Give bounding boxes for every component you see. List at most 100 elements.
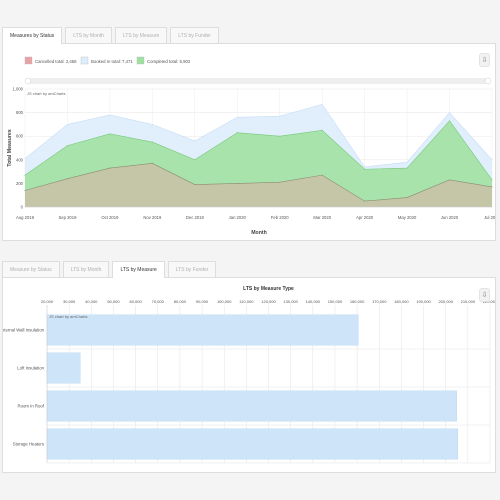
x-tick-label: 200,000 [438, 299, 453, 304]
data-point [321, 174, 323, 176]
data-point [364, 168, 366, 170]
bar [46, 352, 81, 384]
y-tick-label: 400 [16, 157, 24, 162]
tab-lts-by-funder[interactable]: LTS by Funder [170, 27, 219, 43]
data-point [151, 162, 153, 164]
y-tick-label: 200 [16, 181, 24, 186]
download-icon[interactable]: ⇩ [479, 288, 490, 302]
x-tick-label: Jun 2020 [441, 215, 459, 220]
y-axis-title: Total Measures [7, 129, 13, 166]
x-axis-title: Month [251, 230, 267, 236]
data-point [24, 174, 26, 176]
x-tick-label: Oct 2019 [101, 215, 119, 220]
data-point [24, 158, 26, 160]
data-point [279, 181, 281, 183]
data-point [406, 161, 408, 163]
tab-lts-by-month[interactable]: LTS by Month [62, 261, 110, 277]
x-tick-label: 100,000 [217, 299, 232, 304]
data-point [151, 123, 153, 125]
x-tick-label: 220,000 [483, 299, 495, 304]
tab-measure-by-status[interactable]: Measure by Status [2, 261, 60, 277]
bar [46, 390, 457, 422]
data-point [66, 145, 68, 147]
line-completed [24, 120, 493, 181]
x-tick-label: 150,000 [328, 299, 343, 304]
data-point [236, 116, 238, 118]
data-point [151, 141, 153, 143]
legend-label: Booked In total: 7,471 [91, 59, 133, 64]
y-tick-label: 600 [16, 134, 24, 139]
x-tick-label: Sep 2019 [58, 215, 77, 220]
x-tick-label: 160,000 [350, 299, 365, 304]
x-tick-label: Dec 2019 [186, 215, 205, 220]
x-tick-label: 190,000 [416, 299, 431, 304]
download-icon[interactable]: ⇩ [479, 53, 490, 67]
tab-lts-by-measure[interactable]: LTS by Measure [112, 261, 165, 278]
tab-lts-by-funder[interactable]: LTS by Funder [167, 261, 217, 277]
data-point [364, 200, 366, 202]
data-point [194, 140, 196, 142]
data-point [236, 182, 238, 184]
x-tick-label: 40,000 [85, 299, 98, 304]
x-tick-label: 110,000 [239, 299, 254, 304]
x-tick-label: 60,000 [129, 299, 142, 304]
x-tick-label: Nov 2019 [143, 215, 162, 220]
data-point [491, 159, 493, 161]
x-tick-label: 70,000 [152, 299, 165, 304]
amcharts-credit: JS chart by amCharts [27, 91, 65, 96]
x-tick-label: 50,000 [107, 299, 120, 304]
top-tab-bar: Measures by Status LTS by Month LTS by Mea… [2, 27, 222, 44]
y-tick-label: 0 [21, 205, 24, 210]
x-tick-label: Feb 2020 [271, 215, 289, 220]
data-point [321, 103, 323, 105]
x-tick-label: 120,000 [261, 299, 276, 304]
category-label: Storage Heaters [13, 442, 44, 447]
data-point [449, 120, 451, 122]
chart-scrollbar [25, 78, 490, 84]
x-tick-label: 90,000 [196, 299, 209, 304]
line-cancelled [24, 163, 493, 202]
data-point [449, 179, 451, 181]
x-tick-label: 180,000 [394, 299, 409, 304]
bar [46, 428, 459, 460]
area-cancelled [25, 163, 492, 207]
amcharts-credit: JS chart by amCharts [49, 314, 87, 319]
data-point [66, 178, 68, 180]
legend-swatch [136, 56, 145, 65]
data-point [364, 166, 366, 168]
tab-lts-by-month[interactable]: LTS by Month [65, 27, 112, 43]
category-label: Room In Roof [17, 404, 44, 409]
x-tick-label: 20,000 [41, 299, 54, 304]
scrollbar-grip-right [484, 77, 492, 85]
data-point [491, 179, 493, 181]
tab-lts-by-measure[interactable]: LTS by Measure [114, 27, 168, 43]
lts-by-measure-chart: LTS by Measure Type 20,000 30,000 40,000 50,… [1, 286, 498, 464]
data-point [109, 114, 111, 116]
bottom-tab-bar: Measure by Status LTS by Month LTS by Meas… [2, 261, 219, 278]
measures-by-status-panel: ⇩ Cancelled total: 2,456 Booked In total:… [2, 43, 500, 241]
data-point [109, 133, 111, 135]
category-label: Loft Insulation [17, 366, 44, 371]
x-tick-label: Jan 2020 [229, 215, 247, 220]
data-point [406, 197, 408, 199]
y-tick-label: 1,000 [13, 87, 24, 92]
x-tick-label: 30,000 [63, 299, 76, 304]
bar [46, 314, 359, 346]
measures-by-status-chart: Cancelled total: 2,456 Booked In total: 7… [7, 56, 500, 236]
data-point [491, 186, 493, 188]
y-tick-label: 800 [16, 110, 24, 115]
x-tick-label: 170,000 [372, 299, 387, 304]
data-point [194, 159, 196, 161]
legend-label: Cancelled total: 2,456 [35, 59, 77, 64]
x-tick-label: 210,000 [461, 299, 476, 304]
line-booked-in [24, 103, 493, 168]
data-point [236, 132, 238, 134]
lts-by-measure-panel: ⇩ LTS by Measure Type 20,000 30,000 40,000 5… [1, 277, 498, 473]
data-point [24, 189, 26, 191]
x-tick-label: Mar 2020 [313, 215, 331, 220]
x-tick-label: 130,000 [283, 299, 298, 304]
tab-measures-by-status[interactable]: Measures by Status [2, 27, 63, 44]
x-tick-label: Jul 2020 [484, 215, 495, 220]
chart-title: LTS by Measure Type [243, 286, 294, 292]
legend-swatch [80, 56, 89, 65]
